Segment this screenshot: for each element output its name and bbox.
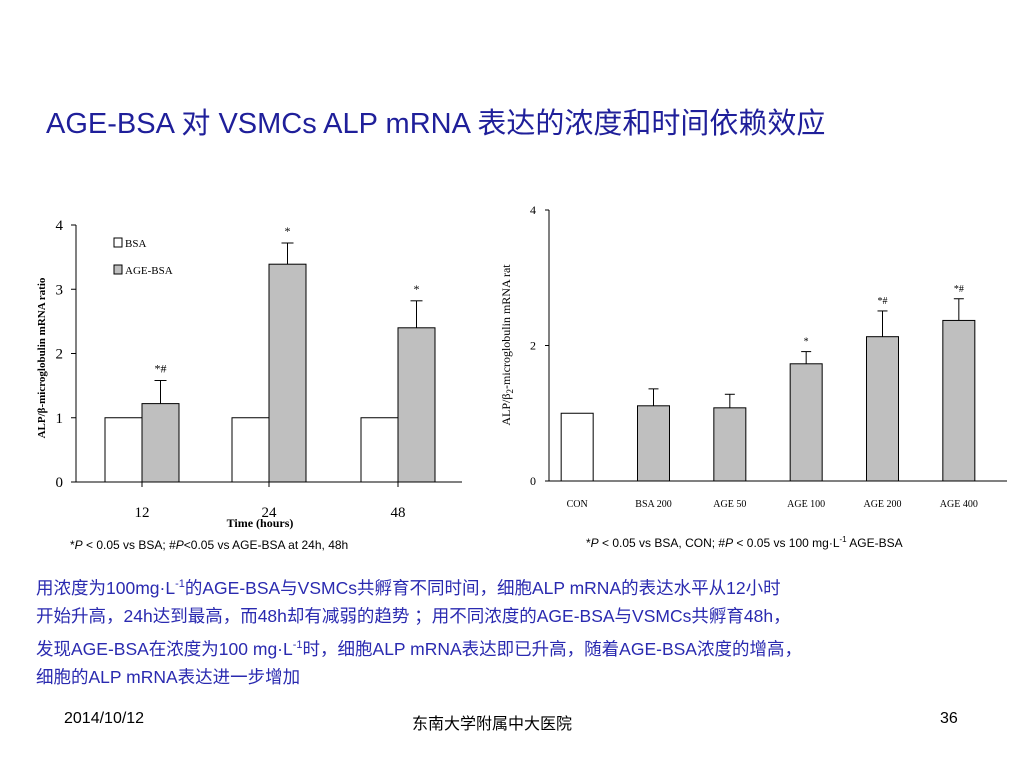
chart-a-caption: *P < 0.05 vs BSA; #P<0.05 vs AGE-BSA at … bbox=[70, 538, 349, 552]
x-tick-label: 24 bbox=[262, 505, 278, 521]
bar-bsa-200 bbox=[637, 405, 670, 482]
y-tick-label: 2 bbox=[56, 347, 64, 363]
x-axis-title: Time (hours) bbox=[227, 516, 294, 530]
y-tick-label: 2 bbox=[530, 339, 536, 353]
x-tick-label: AGE 200 bbox=[863, 499, 901, 510]
x-tick-label: AGE 100 bbox=[787, 499, 825, 510]
significance-label: * bbox=[414, 282, 420, 296]
significance-label: *# bbox=[878, 296, 888, 307]
bar-age-bsa-48 bbox=[397, 327, 436, 483]
x-tick-label: BSA 200 bbox=[635, 499, 671, 510]
summary-line-3: 发现AGE-BSA在浓度为100 mg·L-1时，细胞ALP mRNA表达即已升… bbox=[36, 638, 802, 659]
chart-b-caption: *P < 0.05 vs BSA, CON; #P < 0.05 vs 100 … bbox=[586, 535, 903, 550]
x-tick-label: 12 bbox=[135, 505, 150, 521]
bar-age-100 bbox=[789, 363, 823, 482]
legend-swatch-bsa bbox=[113, 237, 123, 248]
x-tick-label: AGE 50 bbox=[713, 499, 746, 510]
y-tick-label: 4 bbox=[56, 218, 64, 234]
y-axis-title: ALP/β-microglobulin mRNA ratio bbox=[36, 277, 48, 438]
legend-swatch-age-bsa bbox=[113, 264, 123, 275]
bar-bsa-48 bbox=[360, 417, 399, 483]
y-tick-label: 1 bbox=[56, 411, 64, 427]
bar-age-200 bbox=[866, 336, 899, 482]
legend-label-bsa: BSA bbox=[125, 238, 146, 250]
footer-date: 2014/10/12 bbox=[64, 710, 145, 727]
significance-label: *# bbox=[954, 284, 964, 295]
bar-age-400 bbox=[942, 319, 976, 482]
summary-text: 用浓度为100mg·L-1的AGE-BSA与VSMCs共孵育不同时间，细胞ALP… bbox=[36, 570, 1024, 692]
bar-age-50 bbox=[713, 407, 747, 482]
y-tick-label: 0 bbox=[56, 475, 64, 491]
significance-label: * bbox=[804, 337, 809, 348]
bar-age-bsa-24 bbox=[268, 263, 307, 483]
x-tick-label: CON bbox=[567, 499, 588, 510]
y-tick-label: 0 bbox=[530, 474, 536, 488]
x-tick-label: 48 bbox=[391, 505, 406, 521]
y-tick-label: 4 bbox=[530, 203, 536, 217]
bar-bsa-12 bbox=[104, 417, 143, 483]
bar-con bbox=[560, 412, 594, 482]
y-tick-label: 3 bbox=[56, 282, 64, 298]
y-axis-title: ALP/β2-microglobulin mRNA rat bbox=[499, 264, 515, 426]
bar-bsa-24 bbox=[231, 417, 270, 483]
legend-label-age-bsa: AGE-BSA bbox=[125, 265, 173, 277]
summary-line-1: 用浓度为100mg·L-1的AGE-BSA与VSMCs共孵育不同时间，细胞ALP… bbox=[36, 577, 781, 598]
slide-title: AGE-BSA 对 VSMCs ALP mRNA 表达的浓度和时间依赖效应 bbox=[46, 108, 826, 140]
significance-label: * bbox=[285, 224, 291, 238]
summary-line-4: 细胞的ALP mRNA表达进一步增加 bbox=[36, 667, 301, 688]
summary-line-2: 开始升高，24h达到最高，而48h却有减弱的趋势 ；用不同浓度的AGE-BSA与… bbox=[36, 606, 791, 627]
chart-concentration: 0 2 4 CON BSA 200 AGE 50 * AGE 100 *# AGE 200 *# AG… bbox=[499, 203, 1007, 510]
footer-institution: 东南大学附属中大医院 bbox=[412, 714, 573, 733]
footer-page-number: 36 bbox=[940, 710, 958, 727]
x-tick-label: AGE 400 bbox=[940, 499, 978, 510]
significance-label: *# bbox=[155, 361, 167, 375]
bar-age-bsa-12 bbox=[141, 403, 180, 483]
